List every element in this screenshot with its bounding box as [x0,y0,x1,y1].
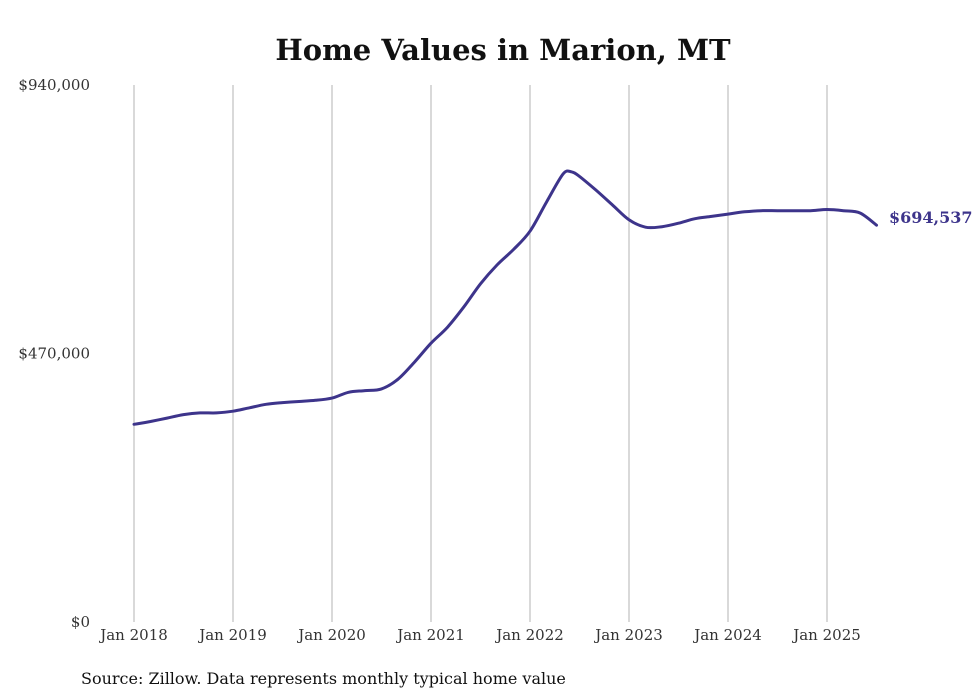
y-tick-label: $470,000 [18,345,90,363]
x-axis-ticks: Jan 2018 Jan 2019 Jan 2020 Jan 2021 Jan 2022… [98,626,861,644]
x-tick-label: Jan 2022 [494,626,564,644]
x-tick-label: Jan 2019 [197,626,267,644]
y-tick-label: $940,000 [18,76,90,94]
x-tick-label: Jan 2021 [395,626,465,644]
source-note: Source: Zillow. Data represents monthly … [81,669,566,688]
series-lines [132,169,878,426]
x-tick-label: Jan 2018 [98,626,168,644]
home-value-line [132,169,878,426]
x-tick-label: Jan 2025 [791,626,861,644]
x-tick-label: Jan 2020 [296,626,366,644]
y-axis-ticks: $0 $470,000 $940,000 [18,76,90,631]
chart-title: Home Values in Marion, MT [275,33,731,67]
last-value-label: $694,537 [889,208,973,227]
x-tick-label: Jan 2023 [593,626,663,644]
gridlines [133,85,828,622]
y-tick-label: $0 [71,613,90,631]
x-tick-label: Jan 2024 [692,626,762,644]
